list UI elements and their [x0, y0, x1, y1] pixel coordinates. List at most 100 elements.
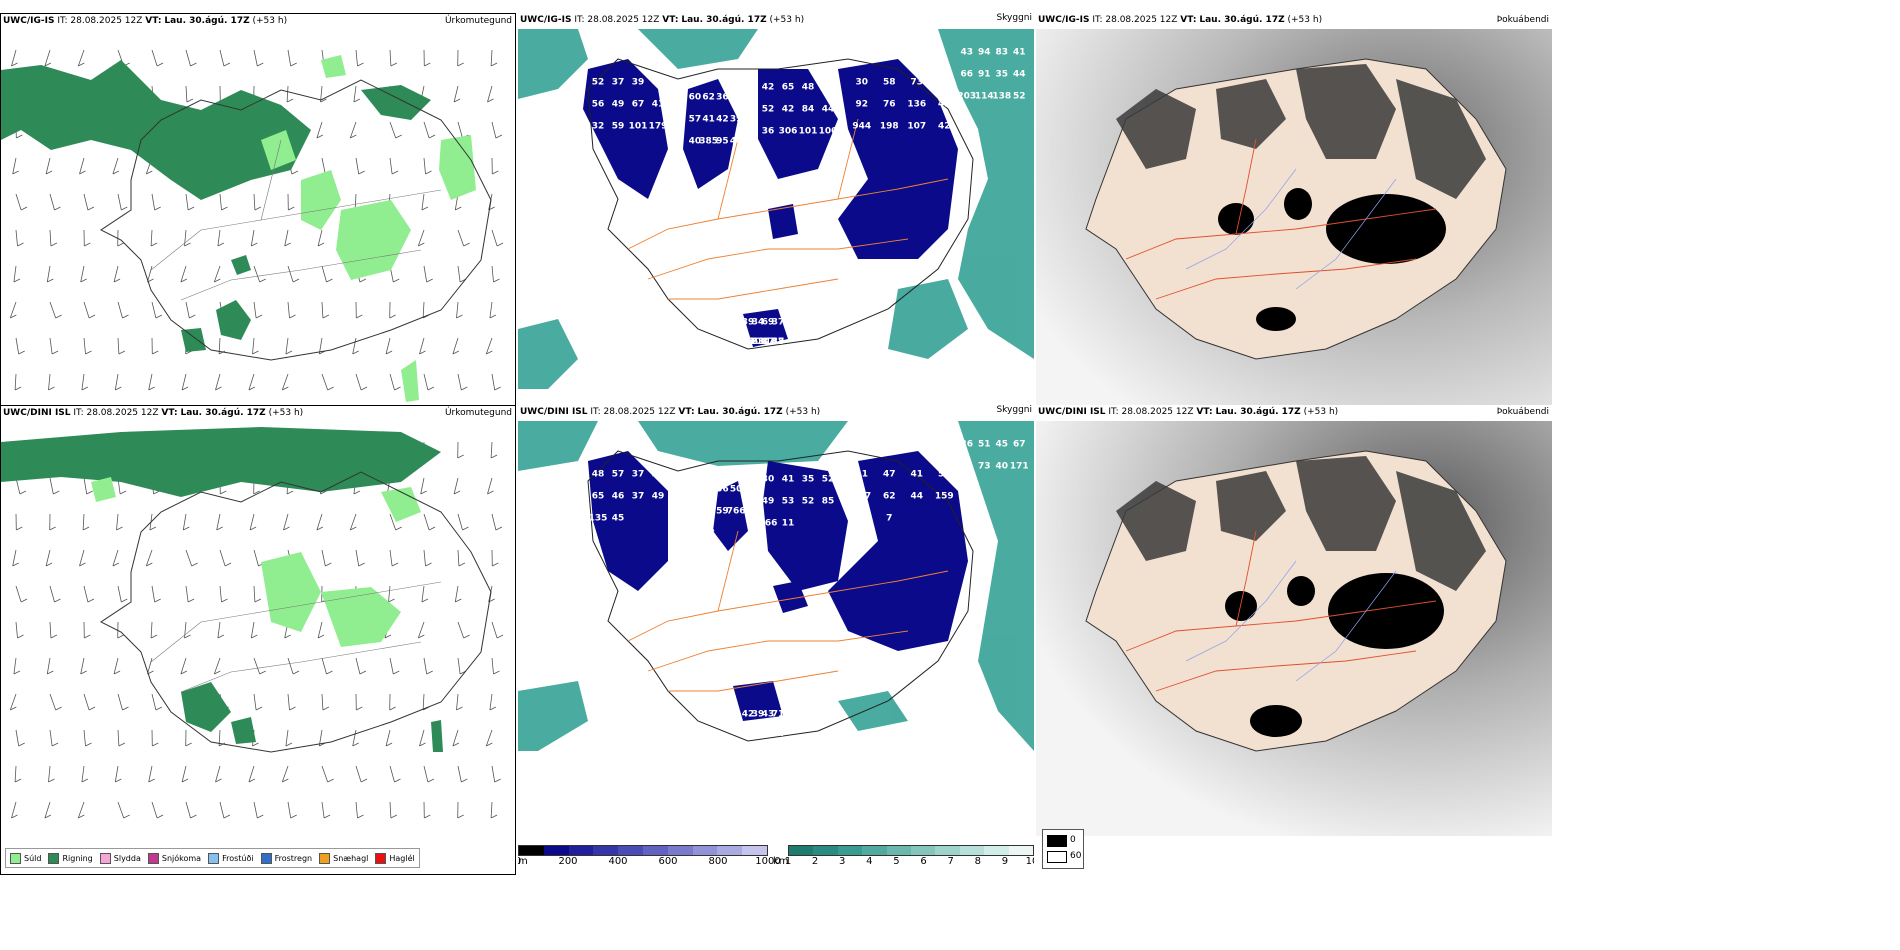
valid-time: Lau. 30.ágú. 17Z [164, 16, 250, 26]
legend-swatch [10, 852, 21, 864]
wind-barb [355, 49, 364, 67]
cloud-base-value: 43 [730, 92, 743, 102]
wind-barb [83, 621, 91, 639]
wind-barb [185, 729, 192, 747]
wind-barb [15, 513, 23, 531]
wind-barb [114, 765, 122, 783]
cloud-base-value: 51 [978, 439, 991, 449]
wind-barb [491, 265, 500, 283]
wind-barb [423, 373, 435, 391]
rain-areas [1, 427, 443, 752]
wind-barb [457, 801, 464, 819]
cloud-base-value: 40 [995, 461, 1008, 471]
cloud-base-value: 40 [960, 483, 973, 493]
wind-barb [491, 657, 500, 675]
iceland-outline [100, 79, 492, 361]
wind-barb [423, 513, 436, 531]
wind-barb [485, 729, 493, 747]
wind-barb [9, 301, 17, 319]
wind-barb [457, 441, 464, 459]
cloud-base-areas [583, 59, 958, 347]
cloud-base-value: 41 [652, 99, 665, 109]
wind-barb [388, 585, 395, 603]
cloud-base-value: 52 [1013, 91, 1026, 101]
tick-label: 600 [658, 856, 678, 867]
wind-barb [148, 373, 155, 391]
fog-black-areas [1225, 573, 1444, 737]
cloud-map[interactable]: 52 60 42 30 39 43 37 62 65 58 34 94 39 36 48 73 69 83 46 43… [518, 29, 1034, 444]
wind-barb [355, 373, 368, 391]
wind-barb [12, 157, 19, 175]
cloud-base-value: 60 [689, 92, 702, 102]
cloud-base-value: 83 [995, 47, 1008, 57]
fog-map[interactable] [1036, 29, 1552, 444]
fog-dark-areas [1116, 64, 1486, 199]
wind-barb [15, 337, 25, 355]
wind-barb [423, 657, 433, 675]
fog-map[interactable] [1036, 421, 1552, 836]
wind-barb [487, 85, 494, 103]
panel-header: UWC/IG-IS IT: 28.08.2025 12Z VT: Lau. 30… [1038, 15, 1549, 25]
legend-label: Slydda [113, 853, 141, 863]
cloud-base-value: 48 [938, 77, 951, 87]
wind-barb [15, 229, 24, 247]
cloud-base-value: 138 [992, 91, 1011, 101]
wind-barb [49, 337, 59, 355]
wind-barb [44, 49, 52, 67]
cloud-base-value: 43 [762, 709, 775, 719]
cloud-base-value: 168 [852, 513, 871, 523]
precip-map[interactable] [1, 422, 516, 837]
cloud-base-value: 57 [612, 469, 625, 479]
wind-barb [13, 657, 21, 675]
cloud-base-value: 42 [938, 99, 951, 109]
cloud-base-value: 202 [739, 337, 758, 347]
legend-swatch [319, 852, 331, 864]
wind-barb [316, 513, 324, 531]
wind-barb [249, 513, 257, 531]
wind-barb [420, 477, 427, 495]
tick-label: 6 [920, 856, 927, 867]
wind-barb [49, 729, 59, 747]
wind-barb [185, 301, 196, 319]
legend-label: Rigning [62, 853, 93, 863]
cloud-base-values: 48 42 30 41 42 36 57 46 41 47 39 51 37 36 35 41 43 45 38 50… [589, 439, 1029, 739]
wind-barb [355, 301, 363, 319]
wind-barb [49, 585, 61, 603]
panel-title: Skyggni [996, 405, 1032, 415]
cloud-base-value: 73 [978, 461, 991, 471]
drizzle-areas [261, 55, 476, 402]
ceiling-unit: m [518, 856, 528, 867]
cloud-base-value: 51 [689, 506, 702, 516]
wind-barb [457, 49, 464, 67]
wind-barb [286, 85, 294, 103]
wind-barb [80, 265, 87, 283]
fog-panel-bottom: UWC/DINI ISL IT: 28.08.2025 12Z VT: Lau.… [1036, 405, 1552, 875]
wind-barb [423, 49, 431, 67]
panel-header: UWC/DINI ISL IT: 28.08.2025 12Z VT: Lau.… [520, 407, 821, 417]
cloud-base-value: 96 [689, 528, 702, 538]
cloud-map[interactable]: 48 42 30 41 42 36 57 46 41 47 39 51 37 36 35 41 43 45 38 50… [518, 421, 1034, 836]
wind-barb [83, 301, 96, 319]
wind-barb [287, 801, 297, 819]
wind-barb [457, 621, 470, 639]
wind-barb [423, 265, 433, 283]
wind-barb [491, 229, 504, 247]
wind-barb [83, 693, 96, 711]
cloud-base-value: 47 [772, 337, 785, 347]
tick-label: 5 [893, 856, 900, 867]
cloud-base-value: 37 [632, 491, 645, 501]
legend-label: Haglél [389, 853, 415, 863]
wind-barb [317, 229, 325, 247]
tick-label: 2 [811, 856, 819, 867]
cloud-base-value: 36 [762, 126, 775, 136]
wind-barb [185, 549, 198, 567]
iceland-outline [100, 471, 492, 753]
wind-barb [49, 621, 58, 639]
wind-barb [490, 801, 498, 819]
cloud-base-value: 42 [742, 709, 755, 719]
tick-label: 1000 [755, 856, 781, 867]
valid-time: Lau. 30.ágú. 17Z [180, 408, 266, 418]
precip-map[interactable] [1, 30, 516, 445]
wind-barb [83, 729, 92, 747]
wind-barb [150, 229, 158, 247]
